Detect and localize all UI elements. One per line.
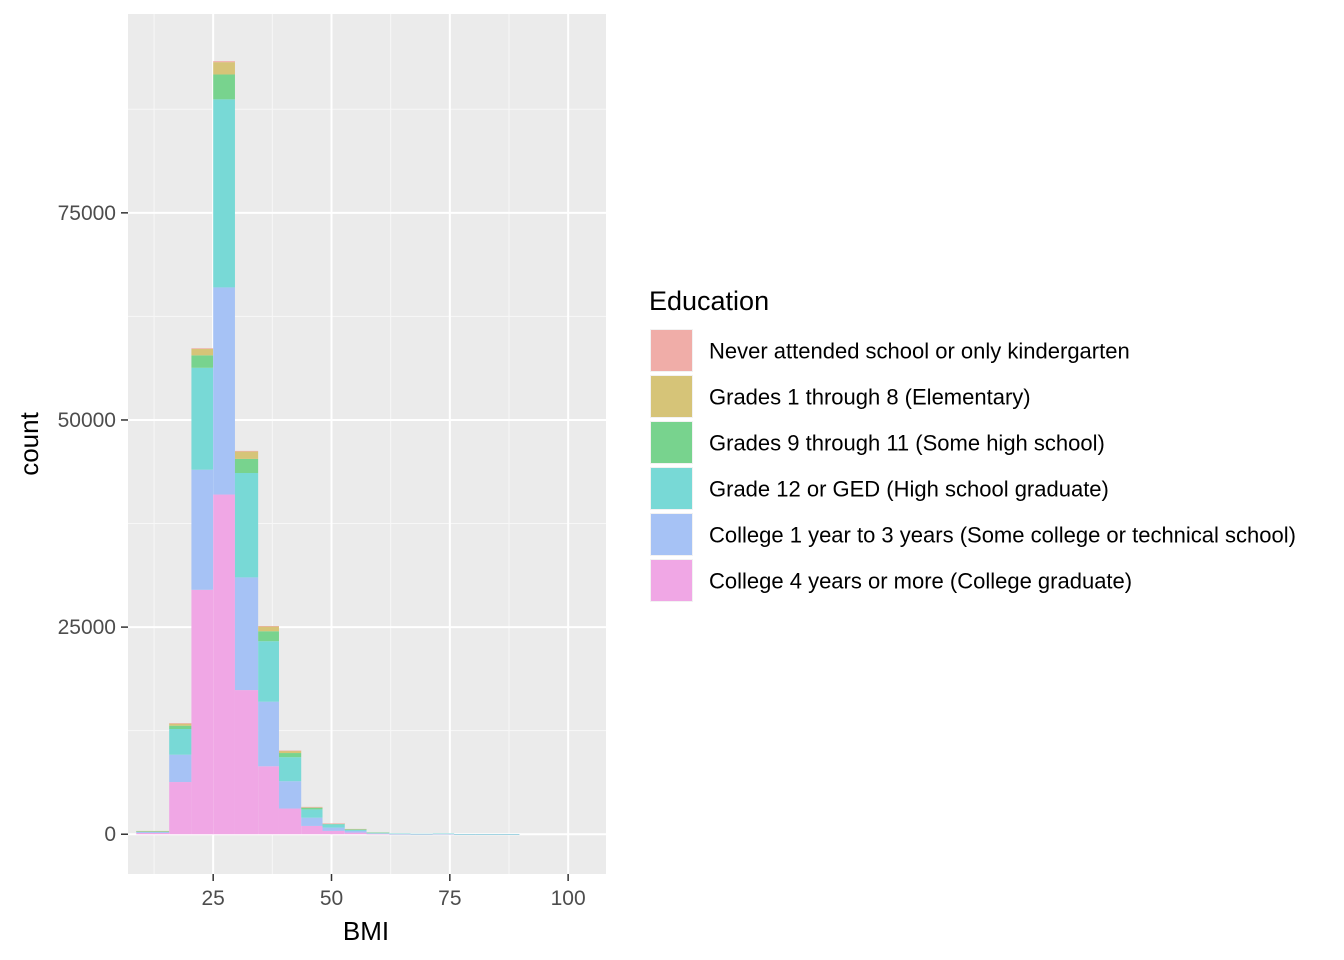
- histogram-bar-segment: [258, 626, 279, 627]
- histogram-bar-segment: [213, 74, 235, 100]
- legend: Education Never attended school or only …: [649, 286, 1296, 602]
- legend-key-swatch: [651, 514, 692, 555]
- legend-title: Education: [649, 286, 769, 316]
- histogram-bar-segment: [169, 723, 192, 726]
- histogram-bar-segment: [191, 367, 214, 470]
- histogram-bar-segment: [278, 781, 302, 809]
- x-tick-label: 25: [202, 887, 225, 910]
- histogram-bar-segment: [432, 833, 455, 835]
- y-tick-label: 50000: [58, 409, 116, 432]
- histogram-bar-segment: [213, 494, 235, 835]
- histogram-bar-segment: [191, 469, 214, 590]
- legend-items: Never attended school or only kindergart…: [650, 329, 1296, 602]
- histogram-bar-segment: [213, 61, 235, 63]
- legend-key-swatch: [651, 376, 692, 417]
- histogram-bar-segment: [234, 451, 259, 459]
- histogram-bar-segment: [234, 690, 259, 835]
- y-axis-title: count: [14, 411, 44, 475]
- histogram-bar-segment: [344, 832, 367, 835]
- histogram-bar-segment: [213, 99, 235, 288]
- legend-label: Grades 1 through 8 (Elementary): [709, 385, 1031, 410]
- legend-label: College 4 years or more (College graduat…: [709, 569, 1132, 594]
- histogram-bar-segment: [213, 287, 235, 495]
- legend-key-swatch: [651, 422, 692, 463]
- histogram-bar-segment: [136, 830, 170, 832]
- histogram-bar-segment: [366, 833, 390, 835]
- histogram-bar-segment: [191, 589, 214, 835]
- histogram-bar-segment: [344, 829, 367, 831]
- histogram-bar-segment: [258, 626, 279, 632]
- histogram-bar-segment: [322, 830, 345, 835]
- histogram-bar-segment: [389, 833, 411, 835]
- histogram-bar-segment: [191, 355, 214, 368]
- histogram-bar-segment: [344, 830, 367, 833]
- x-axis-ticks: 25 50 75 100: [202, 874, 586, 910]
- histogram-bar-segment: [191, 348, 214, 349]
- histogram-bar-segment: [234, 577, 259, 691]
- histogram-bar-segment: [498, 833, 520, 835]
- histogram-bar-segment: [234, 458, 259, 473]
- histogram-bar-segment: [344, 828, 367, 830]
- minor-gridlines: [128, 14, 606, 874]
- histogram-bar-segment: [366, 832, 390, 834]
- histogram-bar-segment: [301, 809, 323, 818]
- histogram-bars: [136, 61, 520, 835]
- legend-key-swatch: [651, 560, 692, 601]
- histogram-bar-segment: [136, 831, 170, 833]
- histogram-bar-segment: [258, 641, 279, 702]
- histogram-bar-segment: [322, 823, 345, 825]
- histogram-bar-segment: [278, 750, 302, 752]
- histogram-bar-segment: [169, 729, 192, 755]
- x-tick-label: 50: [320, 887, 343, 910]
- histogram-bar-segment: [366, 833, 390, 834]
- histogram-bar-segment: [301, 817, 323, 826]
- legend-label: Never attended school or only kindergart…: [709, 339, 1130, 364]
- legend-label: College 1 year to 3 years (Some college …: [709, 523, 1296, 548]
- histogram-bar-segment: [278, 757, 302, 782]
- y-tick-label: 0: [104, 823, 116, 846]
- histogram-bar-segment: [322, 827, 345, 831]
- histogram-bar-segment: [258, 631, 279, 642]
- histogram-bar-segment: [169, 723, 192, 724]
- x-tick-label: 100: [551, 887, 586, 910]
- legend-key-swatch: [651, 468, 692, 509]
- x-axis-title: BMI: [343, 916, 389, 946]
- histogram-bar-segment: [136, 832, 170, 833]
- legend-label: Grades 9 through 11 (Some high school): [709, 431, 1105, 456]
- histogram-bar-segment: [301, 825, 323, 835]
- histogram-bar-segment: [234, 450, 259, 452]
- histogram-bar-segment: [322, 824, 345, 828]
- histogram-bar-segment: [278, 753, 302, 758]
- histogram-bar-segment: [213, 62, 235, 75]
- histogram-bar-segment: [191, 348, 214, 356]
- histogram-bar-segment: [136, 832, 170, 835]
- legend-label: Grade 12 or GED (High school graduate): [709, 477, 1109, 502]
- y-axis-ticks: 0 25000 50000 75000: [58, 202, 128, 846]
- legend-key-swatch: [651, 330, 692, 371]
- histogram-bar-segment: [301, 806, 323, 808]
- y-tick-label: 25000: [58, 616, 116, 639]
- histogram-bar-segment: [301, 807, 323, 810]
- y-tick-label: 75000: [58, 202, 116, 225]
- histogram-bar-segment: [258, 701, 279, 767]
- x-tick-label: 75: [438, 887, 461, 910]
- histogram-bar-segment: [410, 833, 433, 835]
- histogram-bar-segment: [475, 833, 499, 835]
- histogram-bar-segment: [454, 833, 476, 835]
- histogram-bar-segment: [278, 750, 302, 754]
- histogram-bar-segment: [169, 782, 192, 835]
- histogram-bar-segment: [278, 808, 302, 835]
- histogram-bar-segment: [258, 766, 279, 835]
- histogram-bar-segment: [169, 725, 192, 730]
- histogram-bar-segment: [234, 472, 259, 578]
- histogram-bar-segment: [169, 754, 192, 783]
